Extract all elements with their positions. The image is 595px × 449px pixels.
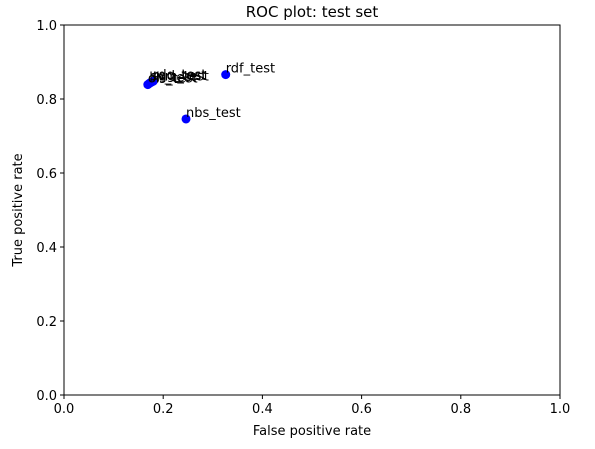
y-tick-label: 1.0	[36, 19, 57, 34]
x-axis-ticks: 0.0 0.2 0.4 0.6 0.8 1.0	[54, 395, 571, 417]
x-tick-label: 0.0	[54, 402, 75, 417]
data-point-label: nbs_test	[186, 106, 241, 121]
plot-area	[64, 25, 560, 395]
y-tick-label: 0.4	[36, 241, 57, 256]
data-points	[143, 70, 231, 124]
data-point	[148, 76, 158, 86]
plot-frame	[63, 24, 561, 396]
x-tick-label: 0.2	[153, 402, 174, 417]
chart-title: ROC plot: test set	[246, 3, 379, 21]
data-point	[221, 70, 231, 80]
data-point-label: sgd_test	[152, 69, 207, 84]
y-tick-label: 0.6	[36, 167, 57, 182]
data-point-label: lin_test	[149, 70, 196, 85]
data-point	[181, 114, 191, 124]
x-tick-label: 0.6	[351, 402, 372, 417]
x-tick-label: 0.8	[450, 402, 471, 417]
y-tick-label: 0.8	[36, 93, 57, 108]
y-axis-label: True positive rate	[11, 153, 26, 267]
data-point-label: rdg_test	[153, 68, 206, 83]
x-tick-label: 0.4	[252, 402, 273, 417]
data-point-label: rdf_test	[226, 62, 275, 77]
data-point-label: ols_test	[148, 72, 198, 87]
x-tick-label: 1.0	[550, 402, 571, 417]
y-axis-ticks: 0.0 0.2 0.4 0.6 0.8 1.0	[36, 19, 64, 404]
y-tick-label: 0.0	[36, 389, 57, 404]
x-axis-label: False positive rate	[253, 424, 371, 439]
data-point-labels: rdf_test nbs_test ols_testlin_testsvm_test…	[148, 62, 275, 121]
data-point-label: svm_test	[150, 70, 209, 85]
y-tick-label: 0.2	[36, 315, 57, 330]
